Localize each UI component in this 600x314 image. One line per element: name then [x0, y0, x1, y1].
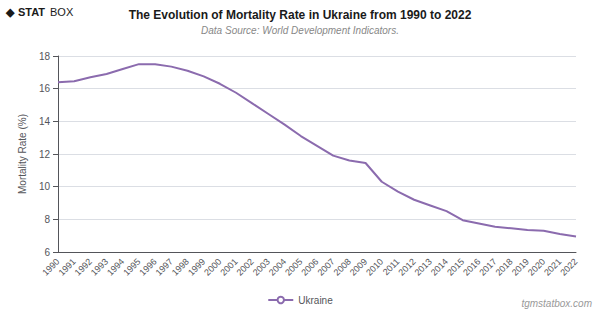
- svg-text:2004: 2004: [267, 256, 288, 277]
- svg-text:2013: 2013: [413, 256, 434, 277]
- svg-text:1990: 1990: [40, 256, 61, 277]
- svg-text:18: 18: [39, 51, 51, 62]
- svg-text:The Evolution of Mortality Rat: The Evolution of Mortality Rate in Ukrai…: [129, 8, 472, 22]
- svg-text:2003: 2003: [251, 256, 272, 277]
- svg-text:2014: 2014: [429, 256, 450, 277]
- svg-text:2022: 2022: [558, 256, 579, 277]
- svg-text:Ukraine: Ukraine: [298, 295, 333, 306]
- svg-text:1994: 1994: [105, 256, 126, 277]
- svg-text:1999: 1999: [186, 256, 207, 277]
- svg-text:16: 16: [39, 83, 51, 94]
- svg-text:2016: 2016: [461, 256, 482, 277]
- svg-text:Data Source: World Development: Data Source: World Development Indicator…: [201, 25, 399, 36]
- svg-text:1998: 1998: [170, 256, 191, 277]
- svg-text:14: 14: [39, 116, 51, 127]
- svg-text:1993: 1993: [89, 256, 110, 277]
- svg-text:1996: 1996: [137, 256, 158, 277]
- svg-text:2008: 2008: [332, 256, 353, 277]
- svg-text:1992: 1992: [73, 256, 94, 277]
- svg-text:2000: 2000: [202, 256, 223, 277]
- svg-text:12: 12: [39, 149, 51, 160]
- svg-text:2002: 2002: [235, 256, 256, 277]
- svg-text:2009: 2009: [348, 256, 369, 277]
- svg-text:Mortality Rate (%): Mortality Rate (%): [17, 114, 28, 194]
- svg-text:8: 8: [44, 214, 50, 225]
- svg-text:1991: 1991: [57, 256, 78, 277]
- svg-text:2001: 2001: [218, 256, 239, 277]
- svg-text:tgmstatbox.com: tgmstatbox.com: [521, 298, 592, 309]
- svg-text:2012: 2012: [396, 256, 417, 277]
- svg-text:2018: 2018: [494, 256, 515, 277]
- svg-text:1995: 1995: [121, 256, 142, 277]
- svg-text:2005: 2005: [283, 256, 304, 277]
- svg-text:2010: 2010: [364, 256, 385, 277]
- svg-text:◆: ◆: [5, 6, 15, 18]
- svg-text:2020: 2020: [526, 256, 547, 277]
- svg-text:6: 6: [44, 247, 50, 258]
- svg-text:2017: 2017: [477, 256, 498, 277]
- svg-text:2015: 2015: [445, 256, 466, 277]
- svg-text:10: 10: [39, 181, 51, 192]
- svg-text:2011: 2011: [381, 256, 402, 277]
- svg-text:2006: 2006: [299, 256, 320, 277]
- svg-text:BOX: BOX: [50, 6, 74, 18]
- svg-text:2019: 2019: [510, 256, 531, 277]
- svg-text:2021: 2021: [542, 256, 563, 277]
- svg-text:2007: 2007: [316, 256, 337, 277]
- svg-text:1997: 1997: [154, 256, 175, 277]
- svg-text:STAT: STAT: [18, 6, 45, 18]
